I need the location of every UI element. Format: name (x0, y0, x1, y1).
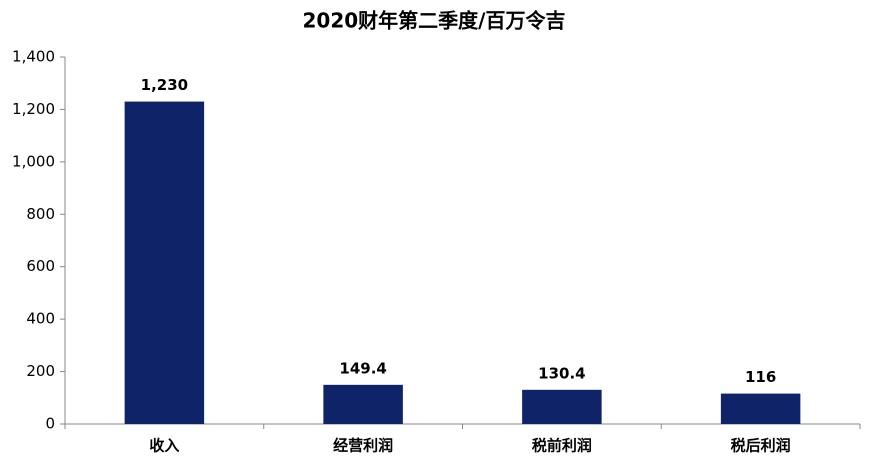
x-tick-label: 税后利润 (731, 437, 791, 455)
y-tick-label: 1,400 (12, 48, 55, 66)
chart-title: 2020财年第二季度/百万令吉 (303, 9, 566, 33)
y-tick-label: 600 (26, 257, 55, 275)
value-label: 130.4 (538, 364, 585, 382)
x-tick-label: 税前利润 (532, 437, 592, 455)
y-tick-label: 1,200 (12, 100, 55, 118)
x-tick-label: 经营利润 (333, 437, 393, 455)
value-label: 116 (745, 368, 776, 386)
bar (720, 393, 801, 424)
bar (522, 389, 602, 424)
y-tick-label: 400 (26, 310, 55, 328)
y-tick-label: 800 (26, 205, 55, 223)
bar (323, 384, 403, 424)
y-tick-label: 0 (45, 415, 55, 433)
x-tick-label: 收入 (149, 437, 179, 455)
y-tick-label: 200 (26, 362, 55, 380)
bar (124, 101, 205, 425)
value-label: 1,230 (141, 76, 188, 94)
y-tick-label: 1,000 (12, 152, 55, 170)
value-label: 149.4 (339, 359, 386, 377)
